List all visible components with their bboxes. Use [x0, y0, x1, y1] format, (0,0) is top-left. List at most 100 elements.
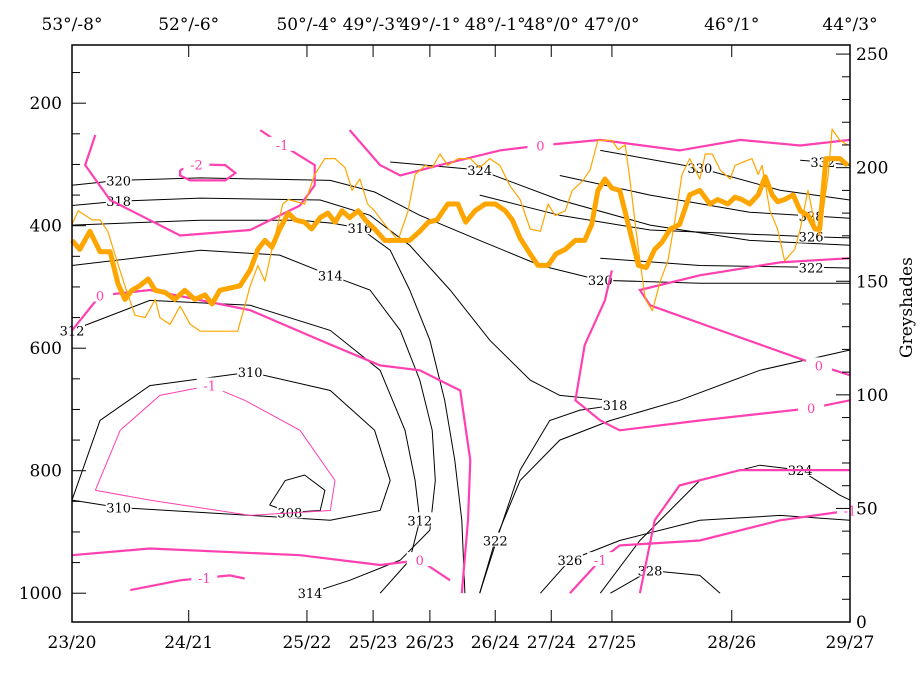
contour-label-bg [105, 499, 132, 514]
contour-label: -1 [276, 139, 289, 154]
station-date-label: 23/20 [48, 633, 97, 653]
contour-label: 312 [407, 514, 432, 529]
contour-line [348, 129, 851, 177]
contour-label: 322 [799, 261, 824, 276]
contour-label-bg [602, 397, 629, 412]
contour-label-bg [105, 172, 132, 187]
contour-line [610, 569, 721, 594]
contour-label: -1 [203, 380, 216, 395]
contour-label-bg [406, 512, 433, 527]
contour-line [83, 129, 316, 237]
contour-line [71, 249, 436, 594]
station-date-label: 26/23 [405, 633, 454, 653]
contour-label: 0 [416, 554, 424, 569]
contour-label-bg [183, 156, 210, 171]
station-date-label: 27/25 [587, 633, 636, 653]
left-tick-label: 200 [30, 94, 62, 114]
contour-label-bg [798, 259, 825, 274]
contour-label: 0 [807, 402, 815, 417]
right-tick-label: 200 [856, 159, 888, 179]
contour-line [574, 270, 851, 432]
contour-label-bg [406, 552, 433, 567]
station-latlon-label: 49°/-3° [343, 15, 404, 35]
station-date-label: 28/26 [707, 633, 756, 653]
contour-label-bg [269, 136, 296, 151]
contour-line [479, 349, 851, 594]
contour-label: -2 [190, 158, 203, 173]
contour-line [638, 469, 850, 594]
contour-line [71, 299, 421, 594]
contour-label-bg [798, 400, 825, 415]
contour-line [130, 574, 245, 592]
contour-label-bg [105, 193, 132, 208]
left-tick-label: 800 [30, 462, 62, 482]
contour-label: 326 [558, 554, 583, 569]
left-tick-label: 400 [30, 217, 62, 237]
contour-line [71, 371, 391, 521]
contour-label-bg [686, 160, 713, 175]
contour-label: 318 [603, 399, 628, 414]
contour-line [94, 385, 336, 516]
contour-line [71, 547, 451, 582]
contour-label: 316 [347, 222, 372, 237]
contour-line [71, 197, 617, 594]
contour-line [390, 161, 851, 246]
station-latlon-label: 50°/-4° [276, 15, 337, 35]
contour-label: 308 [277, 506, 302, 521]
contour-label: -1 [594, 554, 607, 569]
contour-label-bg [805, 357, 832, 372]
contour-label: 326 [799, 231, 824, 246]
contour-label: 0 [536, 139, 544, 154]
station-latlon-label: 52°/-6° [158, 15, 219, 35]
station-latlon-label: 44°/3° [822, 15, 877, 35]
contour-label: -1 [198, 572, 211, 587]
station-latlon-label: 49°/-1° [399, 15, 460, 35]
contour-label: 310 [238, 366, 263, 381]
contour-label: 0 [96, 290, 104, 305]
contour-line [599, 464, 851, 594]
contour-label: 328 [638, 565, 663, 580]
contour-label-bg [87, 287, 114, 302]
contour-label: 320 [106, 174, 131, 189]
station-date-label: 26/24 [471, 633, 520, 653]
contour-line [569, 509, 851, 594]
series-layer [70, 128, 850, 332]
contour-label: 324 [467, 164, 492, 179]
station-date-label: 25/22 [282, 633, 331, 653]
greyshade-thick-line [70, 156, 850, 307]
left-tick-label: 600 [30, 339, 62, 359]
station-latlon-label: 53°/-8° [42, 15, 103, 35]
contour-label: 320 [588, 274, 613, 289]
contour-label: 324 [788, 464, 813, 479]
contour-label-bg [466, 161, 493, 176]
contour-label-bg [297, 585, 324, 600]
contour-label-bg [587, 552, 614, 567]
contour-line [71, 219, 466, 594]
left-tick-label: 1000 [19, 584, 62, 604]
contour-label-bg [276, 504, 303, 519]
contour-line [71, 288, 472, 594]
station-latlon-label: 46°/1° [704, 15, 759, 35]
contour-label-bg [237, 364, 264, 379]
plot-frame [71, 44, 851, 623]
contour-label: 314 [318, 269, 343, 284]
right-tick-label: 50 [856, 499, 878, 519]
station-date-label: 24/21 [164, 633, 213, 653]
contour-label-bg [482, 532, 509, 547]
right-axis-label: Greyshades [897, 257, 917, 358]
station-latlon-label: 48°/0° [524, 15, 579, 35]
right-tick-label: 100 [856, 386, 888, 406]
contour-label-bg [587, 272, 614, 287]
greyshade-thin-line [71, 128, 849, 332]
station-date-label: 29/27 [826, 633, 875, 653]
contour-line [71, 177, 850, 284]
contour-label: 330 [687, 162, 712, 177]
contour-label-bg [527, 137, 554, 152]
contour-line [600, 149, 851, 201]
contour-label-bg [191, 569, 218, 584]
station-latlon-label: 47°/0° [584, 15, 639, 35]
contour-label: 314 [298, 587, 323, 602]
contour-label-bg [556, 552, 583, 567]
contour-label-bg [196, 377, 223, 392]
